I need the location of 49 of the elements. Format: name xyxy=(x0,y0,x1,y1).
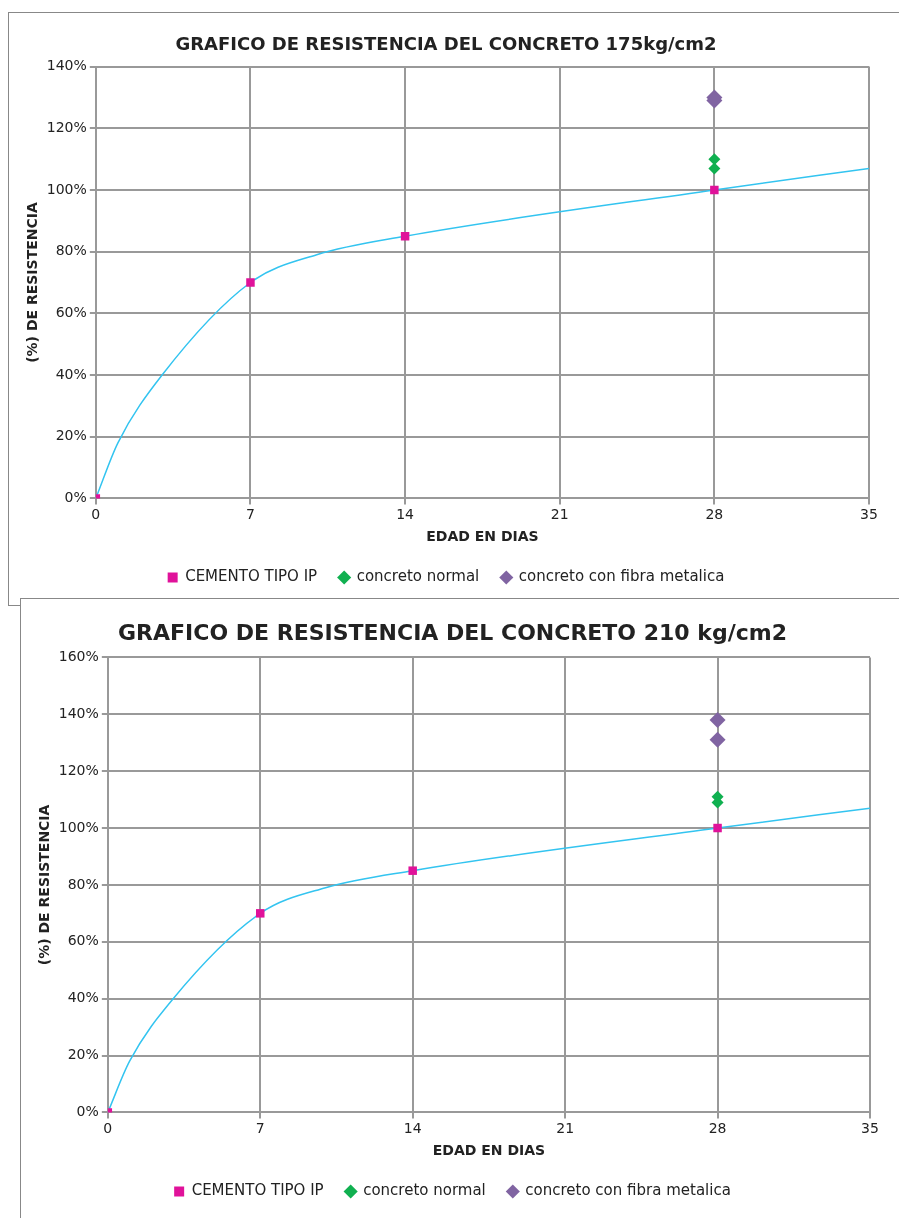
y-tick-label: 40% xyxy=(67,989,99,1006)
y-tick-label: 20% xyxy=(55,427,87,444)
legend-label: concreto normal xyxy=(363,1181,486,1200)
x-tick-label: 21 xyxy=(556,1120,575,1137)
chart-title: GRAFICO DE RESISTENCIA DEL CONCRETO 175kg/cm2 xyxy=(175,33,717,55)
chart-title: GRAFICO DE RESISTENCIA DEL CONCRETO 210 kg/cm2 xyxy=(118,619,787,645)
x-tick-label: 28 xyxy=(705,506,724,523)
point xyxy=(713,823,722,833)
legend-label: concreto con fibra metalica xyxy=(518,567,725,586)
x-axis-title: EDAD EN DIAS xyxy=(426,528,539,545)
x-tick-label: 14 xyxy=(396,506,415,523)
legend-label: concreto con fibra metalica xyxy=(525,1181,731,1200)
legend-label: concreto normal xyxy=(356,567,480,586)
y-tick-label: 120% xyxy=(58,761,99,778)
y-tick-label: 0% xyxy=(76,1103,99,1120)
x-tick-label: 0 xyxy=(103,1120,113,1137)
x-tick-label: 28 xyxy=(708,1120,727,1137)
y-tick-label: 80% xyxy=(67,875,99,892)
y-tick-label: 80% xyxy=(55,242,87,259)
y-tick-label: 20% xyxy=(67,1046,99,1063)
x-tick-label: 7 xyxy=(255,1120,265,1137)
y-tick-label: 60% xyxy=(67,932,99,949)
point xyxy=(709,731,726,748)
y-tick-label: 0% xyxy=(64,489,87,506)
legend-label: CEMENTO TIPO IP xyxy=(191,1181,324,1200)
point xyxy=(246,278,255,287)
y-axis-title: (%) DE RESISTENCIA xyxy=(36,804,53,966)
point xyxy=(709,711,726,728)
x-axis-title: EDAD EN DIAS xyxy=(432,1142,546,1159)
y-tick-label: 40% xyxy=(55,365,87,382)
x-tick-label: 7 xyxy=(246,506,255,523)
x-tick-label: 21 xyxy=(550,506,569,523)
y-tick-label: 160% xyxy=(58,648,99,665)
point xyxy=(408,866,417,875)
y-tick-label: 120% xyxy=(46,118,87,135)
x-tick-label: 0 xyxy=(91,506,101,523)
x-tick-label: 14 xyxy=(403,1120,422,1137)
y-tick-label: 140% xyxy=(46,57,87,74)
y-tick-label: 100% xyxy=(58,818,99,835)
x-tick-label: 35 xyxy=(861,1120,879,1137)
point xyxy=(708,162,721,175)
point xyxy=(256,909,265,918)
point xyxy=(710,185,719,195)
x-tick-label: 35 xyxy=(860,506,878,523)
y-tick-label: 100% xyxy=(46,180,87,197)
legend-label: CEMENTO TIPO IP xyxy=(185,567,318,586)
y-axis-title: (%) DE RESISTENCIA xyxy=(24,202,41,363)
y-tick-label: 60% xyxy=(55,303,87,320)
y-tick-label: 140% xyxy=(58,704,99,721)
